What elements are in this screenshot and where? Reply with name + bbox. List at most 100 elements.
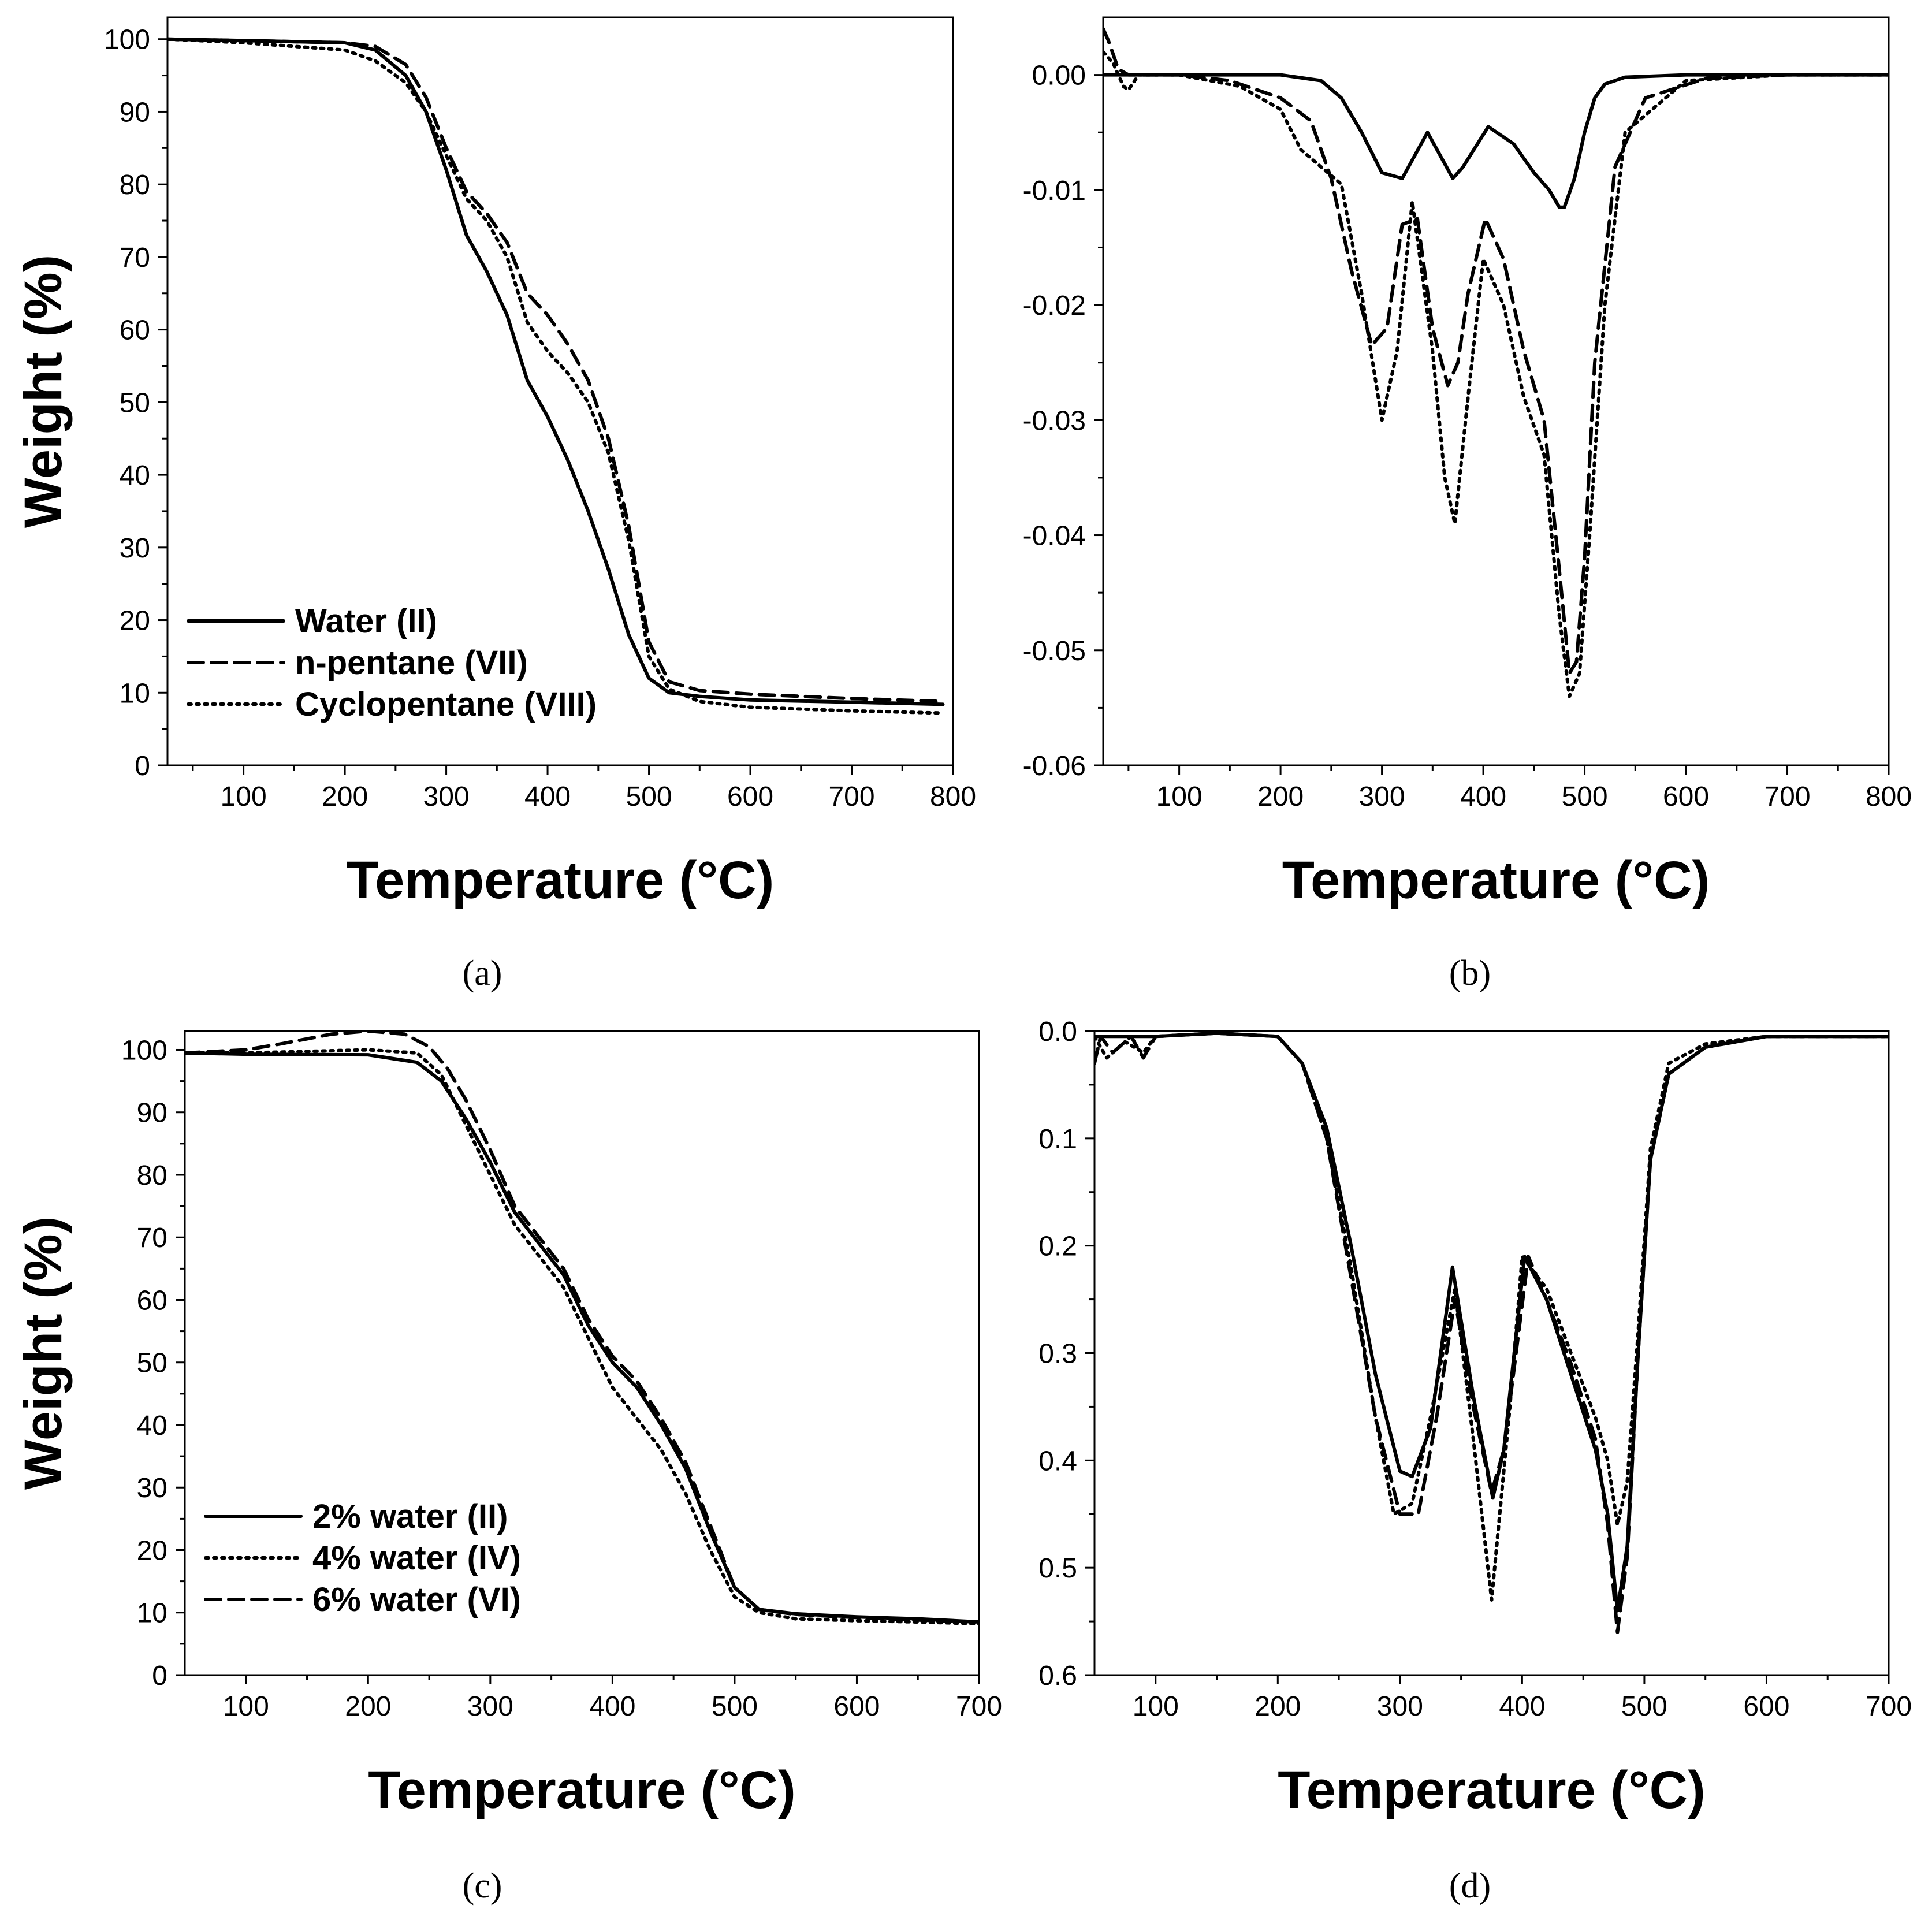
chart-c-x-tick-label: 100 [223, 1691, 269, 1722]
chart-d-dtg-water: 100 200 300 400 500 600 700 0.0 0.1 0.2 0.3 0.4 0.5 0… [1038, 1017, 1912, 1819]
chart-c-y-tick-label: 40 [137, 1411, 167, 1441]
chart-d-panel-label: (d) [1449, 1866, 1491, 1906]
chart-c-legend-label: 2% water (II) [312, 1498, 508, 1535]
chart-a-x-tick-label: 100 [221, 782, 267, 812]
chart-c-x-tick-label: 300 [467, 1691, 513, 1722]
chart-b-y-tick-label: -0.05 [1023, 636, 1086, 667]
chart-b-series-dashed-line [1103, 27, 1889, 675]
chart-b-x-tick-label: 300 [1359, 782, 1405, 812]
chart-c-x-tick-label: 400 [589, 1691, 635, 1722]
chart-c-y-tick-label: 0 [152, 1661, 167, 1691]
chart-d-y-tick-label: 0.6 [1038, 1661, 1077, 1691]
chart-a-x-tick-label: 500 [626, 782, 672, 812]
chart-a-tga-solvents: 100 200 300 400 500 600 700 800 0 10 20 30 40 50 60 70 8… [14, 16, 976, 910]
chart-b-x-tick-label: 500 [1562, 782, 1608, 812]
chart-c-y-tick-label: 20 [137, 1535, 167, 1566]
chart-a-series-group [167, 37, 945, 715]
chart-d-x-tick-label: 400 [1499, 1691, 1545, 1722]
chart-d-x-tick-label: 200 [1255, 1691, 1301, 1722]
chart-c-series-dashed-line [185, 1031, 979, 1624]
chart-a-y-tick-label: 20 [120, 606, 150, 637]
chart-a-x-tick-label: 300 [423, 782, 470, 812]
chart-d-x-axis-title: Temperature (°C) [1278, 1761, 1706, 1819]
chart-d-y-tick-label: 0.3 [1038, 1339, 1077, 1370]
chart-a-panel-label: (a) [463, 954, 502, 993]
chart-b-y-tick-label: -0.04 [1023, 521, 1086, 552]
chart-c-y-tick-label: 70 [137, 1223, 167, 1253]
chart-d-series-solid-line [1095, 1031, 1889, 1613]
chart-b-series-solid-line [1103, 73, 1889, 209]
chart-b-x-tick-label: 800 [1866, 782, 1912, 812]
chart-c-series-group [185, 1031, 979, 1626]
chart-a-x-tick-label: 800 [930, 782, 976, 812]
chart-b-x-axis-title: Temperature (°C) [1282, 851, 1710, 910]
chart-d-x-tick-label: 500 [1621, 1691, 1667, 1722]
chart-c-y-tick-label: 80 [137, 1160, 167, 1191]
chart-c-y-tick-label: 50 [137, 1348, 167, 1379]
chart-c-y-tick-label: 100 [121, 1035, 167, 1066]
chart-b-y-tick-label: -0.03 [1023, 405, 1086, 436]
chart-b-y-tick-label: -0.01 [1023, 176, 1086, 206]
chart-c-y-tick-label: 10 [137, 1598, 167, 1629]
chart-a-y-tick-label: 80 [120, 170, 150, 200]
chart-a-y-tick-label: 60 [120, 315, 150, 346]
chart-d-y-tick-label: 0.4 [1038, 1446, 1077, 1476]
chart-c-plot-frame [184, 1030, 980, 1676]
chart-c-x-axis-title: Temperature (°C) [368, 1761, 796, 1819]
chart-d-series-group [1095, 1031, 1889, 1634]
chart-a-y-tick-label: 0 [135, 751, 150, 782]
chart-c-y-tick-label: 60 [137, 1285, 167, 1316]
chart-a-y-tick-label: 70 [120, 243, 150, 273]
chart-a-x-tick-label: 200 [322, 782, 368, 812]
chart-d-series-dashed-line [1095, 1031, 1889, 1634]
chart-a-legend-label: n-pentane (VII) [295, 644, 528, 682]
chart-b-x-tick-label: 600 [1663, 782, 1709, 812]
chart-d-x-tick-label: 100 [1133, 1691, 1179, 1722]
chart-b-dtg-solvents: 100 200 300 400 500 600 700 800 0.00 -0.01 -0.02 -0… [1023, 16, 1912, 910]
chart-a-plot-frame [166, 16, 954, 766]
chart-a-series-dotted-line [167, 37, 945, 715]
chart-b-x-tick-label: 100 [1156, 782, 1203, 812]
chart-b-y-tick-label: 0.00 [1032, 61, 1086, 91]
chart-c-x-tick-label: 500 [712, 1691, 758, 1722]
chart-a-series-solid-line [167, 37, 945, 706]
chart-c-series-dotted-line [185, 1048, 979, 1626]
chart-a-y-axis-title: Weight (%) [14, 255, 73, 529]
chart-c-y-tick-label: 30 [137, 1473, 167, 1504]
chart-a-legend-label: Water (II) [295, 602, 437, 640]
chart-a-y-tick-label: 10 [120, 678, 150, 709]
chart-b-plot-frame [1102, 16, 1890, 766]
chart-b-series-group [1103, 27, 1889, 698]
chart-c-tga-water: 100 200 300 400 500 600 700 0 10 20 30 40 50 60 70 80 90… [14, 1030, 1002, 1819]
chart-a-legend-label: Cyclopentane (VIII) [295, 686, 597, 723]
chart-c-legend-label: 6% water (VI) [312, 1581, 521, 1618]
chart-b-x-tick-label: 700 [1764, 782, 1810, 812]
chart-c-panel-label: (c) [463, 1866, 502, 1906]
chart-a-series-dashed-line [167, 37, 945, 704]
chart-b-x-tick-label: 200 [1257, 782, 1304, 812]
chart-d-x-tick-label: 300 [1377, 1691, 1423, 1722]
chart-c-x-tick-label: 200 [345, 1691, 391, 1722]
chart-d-y-tick-label: 0.1 [1038, 1124, 1077, 1155]
chart-a-y-tick-label: 90 [120, 97, 150, 128]
chart-c-y-tick-label: 90 [137, 1098, 167, 1129]
chart-a-x-axis-title: Temperature (°C) [347, 851, 775, 910]
chart-a-x-tick-label: 700 [828, 782, 874, 812]
chart-c-legend-label: 4% water (IV) [312, 1539, 521, 1577]
chart-d-x-tick-label: 700 [1866, 1691, 1912, 1722]
chart-d-y-tick-label: 0.2 [1038, 1231, 1077, 1262]
chart-d-y-tick-label: 0.0 [1038, 1017, 1077, 1047]
chart-a-x-tick-label: 400 [524, 782, 571, 812]
chart-d-x-tick-label: 600 [1743, 1691, 1789, 1722]
chart-a-y-tick-label: 40 [120, 460, 150, 491]
chart-c-y-axis-title: Weight (%) [14, 1216, 73, 1490]
chart-d-y-tick-label: 0.5 [1038, 1553, 1077, 1584]
chart-c-x-tick-label: 600 [833, 1691, 880, 1722]
chart-a-x-tick-label: 600 [727, 782, 773, 812]
chart-b-y-tick-label: -0.02 [1023, 291, 1086, 321]
chart-b-x-tick-label: 400 [1460, 782, 1506, 812]
chart-a-y-tick-label: 50 [120, 388, 150, 418]
chart-b-panel-label: (b) [1449, 954, 1491, 993]
chart-c-x-tick-label: 700 [956, 1691, 1002, 1722]
